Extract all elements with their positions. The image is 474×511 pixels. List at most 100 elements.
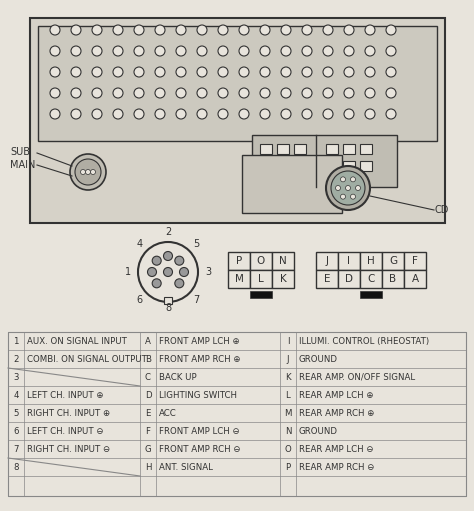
Circle shape: [71, 46, 81, 56]
Text: CD: CD: [435, 205, 449, 215]
Circle shape: [239, 67, 249, 77]
Bar: [360, 144, 372, 154]
Bar: [228, 252, 250, 270]
Bar: [272, 252, 294, 270]
Text: H: H: [145, 462, 151, 472]
Text: REAR AMP LCH ⊕: REAR AMP LCH ⊕: [299, 390, 374, 400]
Text: P: P: [285, 462, 291, 472]
Text: COMBI. ON SIGNAL OUTPUT: COMBI. ON SIGNAL OUTPUT: [27, 355, 147, 363]
Circle shape: [386, 46, 396, 56]
Text: C: C: [367, 274, 374, 284]
Circle shape: [134, 88, 144, 98]
Circle shape: [92, 46, 102, 56]
Circle shape: [239, 25, 249, 35]
Bar: [260, 161, 272, 171]
Text: ANT. SIGNAL: ANT. SIGNAL: [159, 462, 213, 472]
Circle shape: [302, 109, 312, 119]
Circle shape: [260, 67, 270, 77]
Circle shape: [180, 267, 189, 276]
Text: B: B: [145, 355, 151, 363]
Text: 3: 3: [205, 267, 211, 277]
Circle shape: [323, 109, 333, 119]
Text: I: I: [347, 256, 350, 266]
Bar: [228, 270, 250, 288]
Text: ACC: ACC: [159, 408, 177, 417]
Circle shape: [134, 109, 144, 119]
Bar: [294, 161, 306, 171]
Circle shape: [326, 166, 370, 210]
Circle shape: [386, 25, 396, 35]
Circle shape: [197, 46, 207, 56]
Bar: [360, 270, 382, 288]
Bar: [316, 252, 338, 270]
Bar: [326, 161, 338, 171]
Text: 5: 5: [13, 408, 19, 417]
Text: O: O: [257, 256, 265, 266]
Bar: [277, 144, 289, 154]
Bar: [252, 135, 397, 187]
Circle shape: [138, 242, 198, 302]
Circle shape: [92, 109, 102, 119]
Bar: [343, 144, 355, 154]
Circle shape: [71, 109, 81, 119]
Circle shape: [239, 46, 249, 56]
Circle shape: [176, 25, 186, 35]
Circle shape: [197, 88, 207, 98]
Circle shape: [152, 256, 161, 265]
Circle shape: [344, 88, 354, 98]
Circle shape: [176, 46, 186, 56]
Text: RIGHT CH. INPUT ⊖: RIGHT CH. INPUT ⊖: [27, 445, 110, 453]
Circle shape: [344, 46, 354, 56]
Circle shape: [155, 25, 165, 35]
Bar: [343, 161, 355, 171]
Circle shape: [281, 46, 291, 56]
Circle shape: [218, 46, 228, 56]
Circle shape: [175, 256, 184, 265]
Text: D: D: [345, 274, 353, 284]
Text: 1: 1: [125, 267, 131, 277]
Text: F: F: [412, 256, 418, 266]
Text: P: P: [236, 256, 242, 266]
Text: GROUND: GROUND: [299, 427, 338, 435]
Text: 7: 7: [193, 295, 200, 305]
Circle shape: [365, 67, 375, 77]
Circle shape: [239, 109, 249, 119]
Circle shape: [70, 154, 106, 190]
Circle shape: [281, 109, 291, 119]
Text: 7: 7: [13, 445, 19, 453]
Text: C: C: [145, 373, 151, 382]
Circle shape: [386, 67, 396, 77]
Text: A: A: [411, 274, 419, 284]
Circle shape: [71, 67, 81, 77]
Bar: [260, 144, 272, 154]
Text: D: D: [145, 390, 151, 400]
Bar: [316, 270, 338, 288]
Text: GROUND: GROUND: [299, 355, 338, 363]
Text: E: E: [145, 408, 151, 417]
Text: FRONT AMP RCH ⊖: FRONT AMP RCH ⊖: [159, 445, 241, 453]
Circle shape: [176, 88, 186, 98]
Circle shape: [365, 109, 375, 119]
Text: FRONT AMP RCH ⊕: FRONT AMP RCH ⊕: [159, 355, 241, 363]
Text: G: G: [389, 256, 397, 266]
Circle shape: [50, 88, 60, 98]
Circle shape: [350, 194, 356, 199]
Circle shape: [336, 185, 340, 191]
Bar: [270, 180, 292, 190]
Circle shape: [92, 25, 102, 35]
Text: K: K: [285, 373, 291, 382]
Text: 8: 8: [165, 303, 171, 313]
Circle shape: [92, 88, 102, 98]
Text: I: I: [287, 337, 289, 345]
Circle shape: [197, 25, 207, 35]
Circle shape: [323, 25, 333, 35]
Circle shape: [218, 109, 228, 119]
Circle shape: [340, 177, 346, 182]
Circle shape: [155, 88, 165, 98]
Circle shape: [365, 46, 375, 56]
Text: L: L: [286, 390, 291, 400]
Circle shape: [340, 194, 346, 199]
Bar: [250, 270, 272, 288]
Text: E: E: [324, 274, 330, 284]
Circle shape: [365, 88, 375, 98]
